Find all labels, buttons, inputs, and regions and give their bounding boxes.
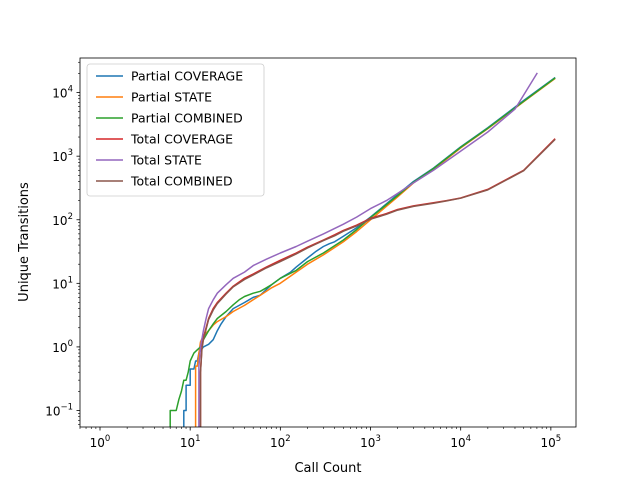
legend: Partial COVERAGE Partial STATE Partial COM…	[86, 63, 265, 197]
plot-frame	[79, 57, 577, 428]
y-tick-label: 10−1	[45, 402, 73, 418]
legend-entry: Partial STATE	[131, 90, 212, 105]
y-tick-label: 101	[52, 275, 73, 291]
y-tick-label: 100	[52, 339, 73, 355]
y-axis-label: Unique Transitions	[17, 182, 32, 302]
y-tick-label: 103	[52, 148, 73, 164]
legend-entry: Partial COVERAGE	[131, 69, 243, 84]
legend-entry: Total STATE	[130, 153, 202, 168]
legend-entry: Partial COMBINED	[131, 111, 243, 126]
series-line-partial-combined	[169, 77, 556, 427]
y-tick-label: 104	[52, 85, 73, 101]
legend-box	[86, 63, 265, 197]
series-line-total-combined	[199, 138, 556, 427]
legend-entry: Total COVERAGE	[130, 132, 233, 147]
series-lines	[169, 72, 556, 427]
legend-entry: Total COMBINED	[130, 174, 233, 189]
series-line-total-state	[198, 72, 538, 427]
x-axis-label: Call Count	[294, 461, 361, 476]
y-tick-label: 102	[52, 212, 73, 228]
